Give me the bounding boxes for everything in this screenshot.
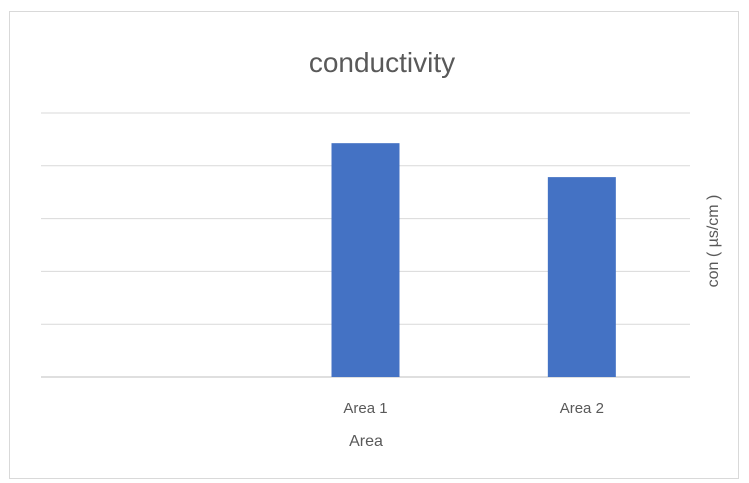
bars xyxy=(331,143,616,377)
y-axis-label: con ( µs/cm ) xyxy=(705,195,722,288)
x-tick-label: Area 2 xyxy=(560,400,604,417)
x-axis-label: Area xyxy=(349,433,383,450)
x-tick-labels: Area 1 Area 2 xyxy=(343,400,604,417)
chart-title: conductivity xyxy=(309,47,455,78)
bar-area-2 xyxy=(547,177,616,377)
x-tick-label: Area 1 xyxy=(343,400,387,417)
bar-area-1 xyxy=(331,143,400,377)
